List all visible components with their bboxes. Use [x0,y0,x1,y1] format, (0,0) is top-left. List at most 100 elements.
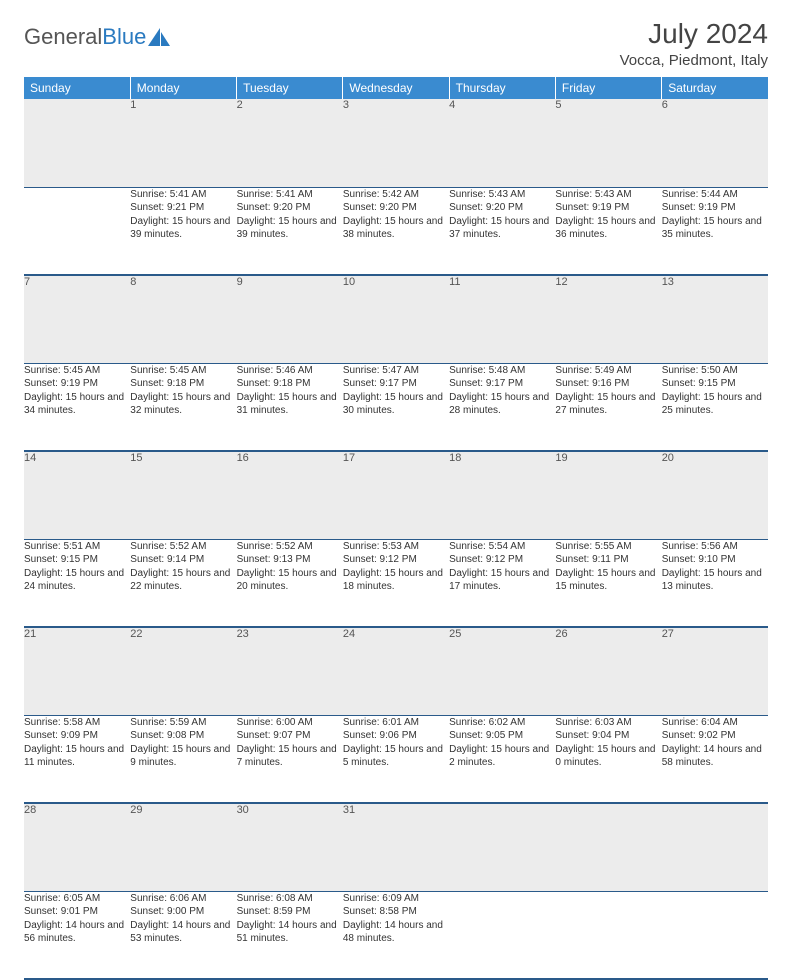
day-data-cell: Sunrise: 6:00 AMSunset: 9:07 PMDaylight:… [237,715,343,803]
day-data-cell: Sunrise: 6:01 AMSunset: 9:06 PMDaylight:… [343,715,449,803]
daylight-text: Daylight: 15 hours and 39 minutes. [130,215,236,242]
sunrise-text: Sunrise: 5:50 AM [662,364,768,378]
sunrise-text: Sunrise: 5:44 AM [662,188,768,202]
day-number-cell: 5 [555,99,661,187]
sunset-text: Sunset: 9:19 PM [662,201,768,215]
daylight-text: Daylight: 15 hours and 28 minutes. [449,391,555,418]
sunrise-text: Sunrise: 5:45 AM [130,364,236,378]
sunrise-text: Sunrise: 5:41 AM [237,188,343,202]
daylight-text: Daylight: 15 hours and 13 minutes. [662,567,768,594]
sunrise-text: Sunrise: 5:56 AM [662,540,768,554]
daylight-text: Daylight: 15 hours and 9 minutes. [130,743,236,770]
day-data-cell: Sunrise: 5:41 AMSunset: 9:20 PMDaylight:… [237,187,343,275]
day-number-cell: 14 [24,451,130,539]
daylight-text: Daylight: 15 hours and 22 minutes. [130,567,236,594]
day-number-cell [24,99,130,187]
daylight-text: Daylight: 15 hours and 7 minutes. [237,743,343,770]
day-data-cell [555,891,661,979]
weekday-header: Sunday [24,77,130,99]
daylight-text: Daylight: 14 hours and 51 minutes. [237,919,343,946]
sunrise-text: Sunrise: 5:46 AM [237,364,343,378]
sunrise-text: Sunrise: 5:52 AM [130,540,236,554]
logo-text-blue: Blue [102,24,146,50]
sunset-text: Sunset: 9:12 PM [449,553,555,567]
daylight-text: Daylight: 15 hours and 18 minutes. [343,567,449,594]
day-number-row: 28293031 [24,803,768,891]
daylight-text: Daylight: 15 hours and 25 minutes. [662,391,768,418]
daylight-text: Daylight: 15 hours and 17 minutes. [449,567,555,594]
day-data-cell: Sunrise: 5:56 AMSunset: 9:10 PMDaylight:… [662,539,768,627]
day-number-cell: 2 [237,99,343,187]
day-number-cell: 13 [662,275,768,363]
daylight-text: Daylight: 14 hours and 48 minutes. [343,919,449,946]
day-number-row: 123456 [24,99,768,187]
day-number-cell: 26 [555,627,661,715]
day-number-cell: 4 [449,99,555,187]
day-data-row: Sunrise: 5:41 AMSunset: 9:21 PMDaylight:… [24,187,768,275]
day-number-cell: 31 [343,803,449,891]
day-data-row: Sunrise: 5:45 AMSunset: 9:19 PMDaylight:… [24,363,768,451]
daylight-text: Daylight: 14 hours and 56 minutes. [24,919,130,946]
day-number-cell: 30 [237,803,343,891]
day-data-cell: Sunrise: 5:53 AMSunset: 9:12 PMDaylight:… [343,539,449,627]
daylight-text: Daylight: 15 hours and 15 minutes. [555,567,661,594]
day-data-cell: Sunrise: 6:03 AMSunset: 9:04 PMDaylight:… [555,715,661,803]
day-data-cell: Sunrise: 5:46 AMSunset: 9:18 PMDaylight:… [237,363,343,451]
daylight-text: Daylight: 15 hours and 32 minutes. [130,391,236,418]
sunrise-text: Sunrise: 5:45 AM [24,364,130,378]
sunset-text: Sunset: 9:19 PM [555,201,661,215]
header: GeneralBlue July 2024 Vocca, Piedmont, I… [24,18,768,69]
weekday-header: Saturday [662,77,768,99]
sunset-text: Sunset: 9:00 PM [130,905,236,919]
weekday-header: Wednesday [343,77,449,99]
day-data-cell: Sunrise: 5:41 AMSunset: 9:21 PMDaylight:… [130,187,236,275]
day-data-row: Sunrise: 6:05 AMSunset: 9:01 PMDaylight:… [24,891,768,979]
daylight-text: Daylight: 15 hours and 5 minutes. [343,743,449,770]
sunset-text: Sunset: 9:18 PM [237,377,343,391]
daylight-text: Daylight: 15 hours and 11 minutes. [24,743,130,770]
daylight-text: Daylight: 15 hours and 2 minutes. [449,743,555,770]
day-data-cell: Sunrise: 5:49 AMSunset: 9:16 PMDaylight:… [555,363,661,451]
day-number-row: 14151617181920 [24,451,768,539]
sunset-text: Sunset: 9:14 PM [130,553,236,567]
day-data-cell: Sunrise: 5:51 AMSunset: 9:15 PMDaylight:… [24,539,130,627]
day-number-cell: 7 [24,275,130,363]
day-number-cell [449,803,555,891]
weekday-header: Monday [130,77,236,99]
sunset-text: Sunset: 9:19 PM [24,377,130,391]
day-number-cell: 12 [555,275,661,363]
day-number-cell: 25 [449,627,555,715]
day-data-cell: Sunrise: 5:52 AMSunset: 9:13 PMDaylight:… [237,539,343,627]
logo-text-general: General [24,24,102,50]
day-data-cell: Sunrise: 5:54 AMSunset: 9:12 PMDaylight:… [449,539,555,627]
sunset-text: Sunset: 9:09 PM [24,729,130,743]
month-title: July 2024 [620,18,768,50]
sunset-text: Sunset: 9:20 PM [237,201,343,215]
sunrise-text: Sunrise: 5:49 AM [555,364,661,378]
sunset-text: Sunset: 9:07 PM [237,729,343,743]
sunset-text: Sunset: 9:15 PM [662,377,768,391]
day-number-row: 21222324252627 [24,627,768,715]
weekday-header-row: Sunday Monday Tuesday Wednesday Thursday… [24,77,768,99]
daylight-text: Daylight: 15 hours and 27 minutes. [555,391,661,418]
logo-sail-icon [148,28,170,46]
day-data-cell: Sunrise: 5:48 AMSunset: 9:17 PMDaylight:… [449,363,555,451]
sunrise-text: Sunrise: 6:03 AM [555,716,661,730]
day-data-cell: Sunrise: 5:44 AMSunset: 9:19 PMDaylight:… [662,187,768,275]
sunrise-text: Sunrise: 5:47 AM [343,364,449,378]
day-data-cell: Sunrise: 6:09 AMSunset: 8:58 PMDaylight:… [343,891,449,979]
logo: GeneralBlue [24,24,170,50]
title-block: July 2024 Vocca, Piedmont, Italy [620,18,768,69]
sunset-text: Sunset: 9:02 PM [662,729,768,743]
day-number-cell: 9 [237,275,343,363]
sunset-text: Sunset: 9:10 PM [662,553,768,567]
sunrise-text: Sunrise: 6:09 AM [343,892,449,906]
day-data-cell: Sunrise: 5:59 AMSunset: 9:08 PMDaylight:… [130,715,236,803]
sunrise-text: Sunrise: 5:51 AM [24,540,130,554]
day-data-cell: Sunrise: 5:43 AMSunset: 9:20 PMDaylight:… [449,187,555,275]
day-data-cell: Sunrise: 6:08 AMSunset: 8:59 PMDaylight:… [237,891,343,979]
sunset-text: Sunset: 9:13 PM [237,553,343,567]
day-data-cell [662,891,768,979]
sunset-text: Sunset: 9:05 PM [449,729,555,743]
sunset-text: Sunset: 9:21 PM [130,201,236,215]
